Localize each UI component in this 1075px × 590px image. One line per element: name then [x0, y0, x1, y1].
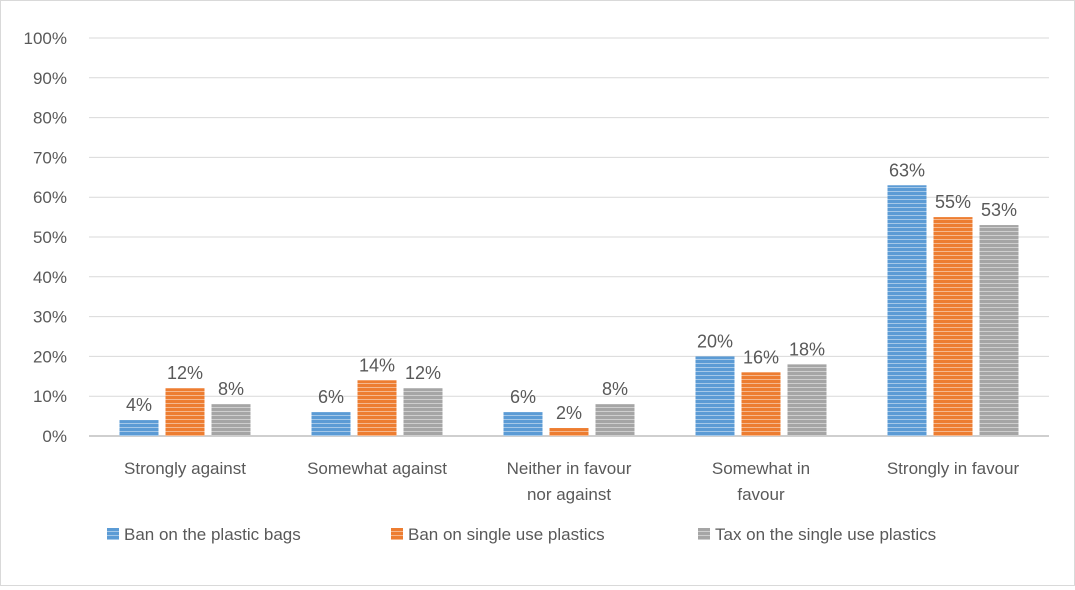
y-tick-label: 80%	[33, 109, 67, 128]
legend-label: Ban on the plastic bags	[124, 525, 301, 544]
bar	[787, 364, 827, 436]
bar	[887, 185, 927, 436]
bar	[979, 225, 1019, 436]
data-label: 8%	[602, 379, 628, 399]
data-label: 18%	[789, 339, 825, 359]
data-label: 2%	[556, 403, 582, 423]
bar	[741, 372, 781, 436]
bar	[503, 412, 543, 436]
legend-label: Tax on the single use plastics	[715, 525, 936, 544]
data-label: 16%	[743, 347, 779, 367]
x-category-label: Somewhat against	[307, 459, 447, 478]
bar	[311, 412, 351, 436]
legend-label: Ban on single use plastics	[408, 525, 605, 544]
legend-swatch	[391, 528, 403, 540]
bars	[119, 185, 1019, 436]
data-label: 53%	[981, 200, 1017, 220]
y-tick-label: 40%	[33, 268, 67, 287]
y-tick-label: 0%	[42, 427, 67, 446]
y-tick-label: 20%	[33, 347, 67, 366]
y-tick-label: 90%	[33, 69, 67, 88]
bar	[595, 404, 635, 436]
y-tick-label: 60%	[33, 188, 67, 207]
x-category-label: Strongly in favour	[887, 459, 1020, 478]
x-category-label: Neither in favour nor against	[507, 459, 632, 504]
x-category-label: Somewhat in favour	[712, 459, 810, 504]
data-label: 63%	[889, 160, 925, 180]
data-label: 12%	[167, 363, 203, 383]
bar	[357, 380, 397, 436]
x-axis-categories: Strongly against Somewhat against Neither …	[124, 459, 1019, 504]
bar	[695, 356, 735, 436]
data-labels: 4% 6% 6% 20% 63% 12% 14% 2% 16% 55% 8% 12% 8% 18% 53%	[126, 160, 1017, 423]
data-label: 4%	[126, 395, 152, 415]
y-tick-label: 100%	[24, 29, 67, 48]
data-label: 14%	[359, 355, 395, 375]
data-label: 20%	[697, 331, 733, 351]
bar	[211, 404, 251, 436]
y-axis-ticks: 0% 10% 20% 30% 40% 50% 60% 70% 80% 90% 100%	[24, 29, 67, 446]
legend-swatch	[698, 528, 710, 540]
x-category-label: Strongly against	[124, 459, 246, 478]
bar	[119, 420, 159, 436]
y-tick-label: 10%	[33, 387, 67, 406]
data-label: 55%	[935, 192, 971, 212]
data-label: 6%	[318, 387, 344, 407]
y-tick-label: 70%	[33, 148, 67, 167]
legend-swatch	[107, 528, 119, 540]
y-tick-label: 30%	[33, 308, 67, 327]
bar	[549, 428, 589, 436]
data-label: 8%	[218, 379, 244, 399]
bar	[403, 388, 443, 436]
bar	[933, 217, 973, 436]
bar	[165, 388, 205, 436]
legend: Ban on the plastic bags Ban on single use…	[107, 525, 936, 544]
y-tick-label: 50%	[33, 228, 67, 247]
data-label: 6%	[510, 387, 536, 407]
data-label: 12%	[405, 363, 441, 383]
